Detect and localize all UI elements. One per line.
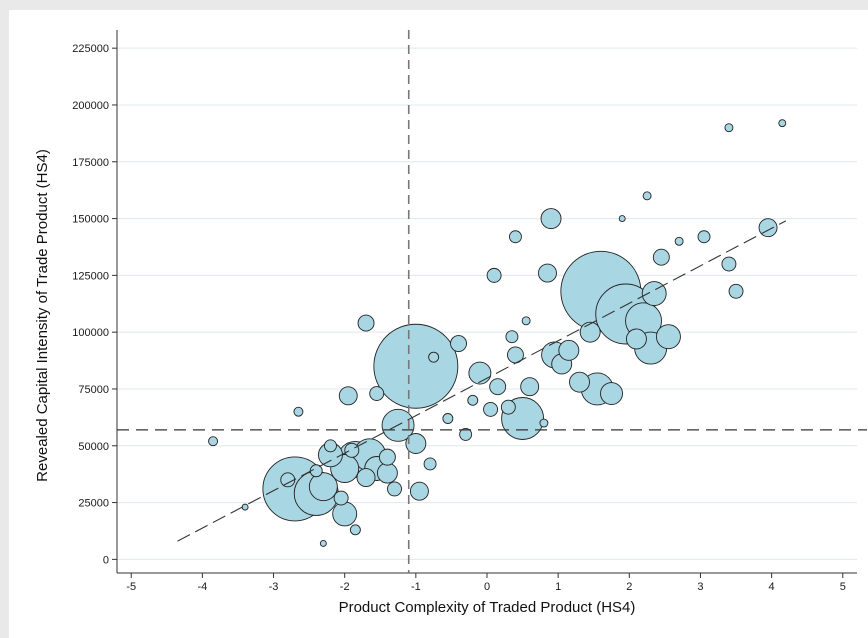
data-point: [409, 481, 429, 501]
data-point: [344, 442, 360, 458]
y-tick-label: 175000: [72, 157, 109, 169]
x-tick-label: 5: [840, 581, 846, 593]
data-point: [721, 256, 737, 272]
data-point: [509, 230, 522, 244]
x-tick-label: -2: [340, 581, 350, 593]
data-point: [697, 230, 711, 244]
y-tick-label: 75000: [78, 384, 109, 396]
x-tick-label: 3: [697, 581, 703, 593]
data-point: [356, 468, 376, 488]
y-tick-label: 225000: [72, 43, 109, 55]
data-point: [442, 413, 454, 424]
data-point: [489, 378, 507, 396]
data-point: [538, 263, 557, 283]
data-points: [208, 119, 787, 547]
data-point: [655, 324, 681, 350]
x-tick-label: -3: [269, 581, 279, 593]
data-point: [468, 361, 492, 385]
y-tick-label: 50000: [78, 441, 109, 453]
data-point: [423, 457, 437, 471]
data-point: [293, 406, 304, 417]
data-point: [652, 248, 670, 266]
y-tick-label: 125000: [72, 270, 109, 282]
data-point: [520, 377, 540, 397]
data-point: [208, 436, 219, 447]
x-tick-label: 4: [769, 581, 775, 593]
gridlines: [117, 47, 857, 560]
y-tick-label: 150000: [72, 214, 109, 226]
y-tick-label: 100000: [72, 327, 109, 339]
data-point: [349, 524, 361, 536]
x-tick-label: 0: [484, 581, 490, 593]
data-point: [378, 448, 396, 466]
data-point: [332, 501, 358, 527]
data-point: [539, 418, 549, 428]
data-point: [467, 394, 479, 406]
data-point: [521, 316, 531, 326]
data-point: [338, 386, 358, 406]
data-point: [450, 335, 467, 352]
x-tick-label: 1: [555, 581, 561, 593]
data-point: [500, 399, 516, 415]
data-point: [724, 123, 734, 133]
data-point: [333, 490, 349, 506]
x-tick-label: -5: [126, 581, 136, 593]
data-point: [600, 382, 623, 405]
data-point: [387, 481, 402, 497]
data-point: [319, 540, 327, 547]
data-point: [428, 351, 440, 363]
x-tick-label: 2: [626, 581, 632, 593]
scatter-chart: 0 25000 50000 75000 100000 125000 150000 175000…: [34, 30, 867, 616]
y-tick-label: 25000: [78, 498, 109, 510]
data-point: [486, 267, 502, 283]
data-point: [642, 191, 652, 201]
data-point: [778, 119, 787, 128]
data-point: [540, 208, 562, 230]
x-axis-title: Product Complexity of Traded Product (HS…: [339, 599, 636, 616]
reference-lines: [117, 30, 867, 573]
y-tick-label: 0: [103, 554, 109, 566]
x-tick-label: -1: [411, 581, 421, 593]
data-point: [405, 433, 427, 454]
data-point: [505, 330, 519, 344]
data-point: [459, 427, 473, 441]
data-point: [357, 314, 375, 332]
data-point: [674, 236, 684, 246]
data-point: [728, 283, 744, 299]
data-point: [373, 323, 459, 409]
data-point: [483, 401, 499, 417]
chart-canvas: 0 25000 50000 75000 100000 125000 150000 175000…: [9, 10, 868, 638]
y-tick-label: 200000: [72, 100, 109, 112]
y-axis-title: Revealed Capital Intensity of Trade Prod…: [34, 149, 51, 482]
tick-labels: 0 25000 50000 75000 100000 125000 150000 175000…: [72, 43, 846, 593]
data-point: [618, 215, 626, 223]
data-point: [558, 339, 580, 361]
fit-line: [177, 220, 787, 542]
axes: [112, 30, 857, 578]
data-point: [569, 371, 590, 393]
data-point: [369, 386, 385, 401]
x-tick-label: -4: [197, 581, 207, 593]
data-point: [625, 328, 647, 350]
data-point: [308, 472, 338, 502]
data-point: [324, 439, 337, 453]
data-point: [579, 321, 601, 343]
data-point: [376, 462, 398, 484]
data-point: [280, 472, 296, 488]
